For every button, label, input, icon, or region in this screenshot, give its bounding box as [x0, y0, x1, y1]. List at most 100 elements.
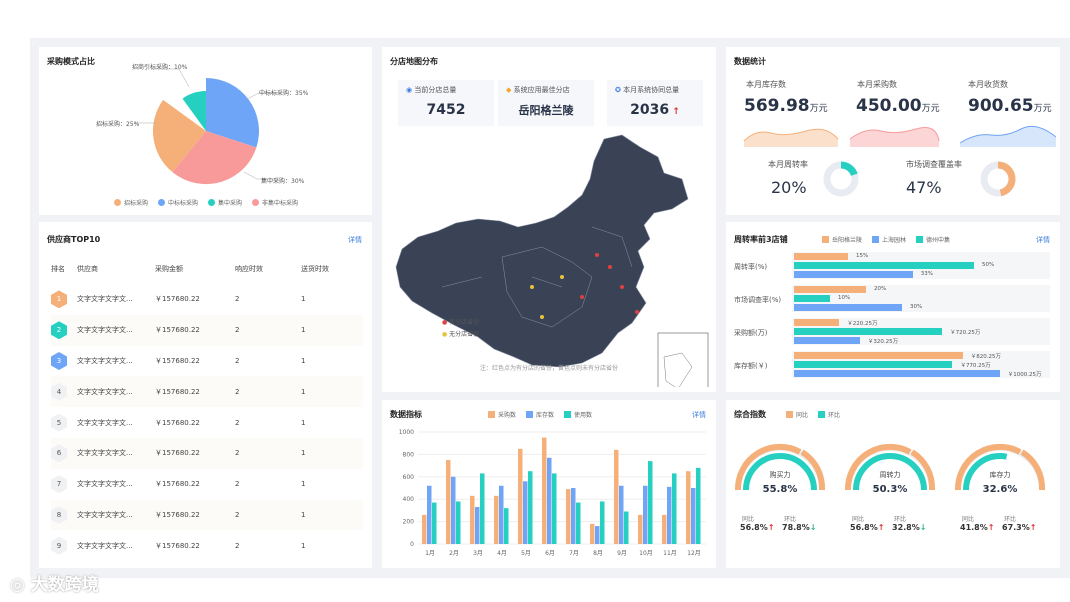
rank-badge: 1	[51, 290, 67, 309]
bar	[470, 495, 475, 544]
pie-label-4: 招标采购：25%	[96, 121, 140, 128]
bar-label: ￥320.25万	[867, 339, 899, 345]
gauge-1: 购买力 55.8% 同比 环比 56.8%↑ 78.8%↓	[730, 428, 830, 564]
legend-item: 岳阳格兰陵	[822, 235, 862, 244]
sparkline-2	[850, 127, 939, 147]
pie-slice-2	[206, 78, 260, 148]
rate-label: 市场调查覆盖率	[906, 160, 962, 169]
top3-chart: 周转率(%) 15% 50% 33% 市场调查率(%) 20% 10% 30% 采购额(万) ￥2…	[726, 222, 1060, 392]
gauge-3: 库存力 32.6% 同比 环比 41.8%↑ 67.3%↑	[950, 428, 1050, 564]
bar	[794, 352, 963, 359]
legend-item: 库存数	[526, 410, 554, 419]
building-icon: ◉	[406, 86, 413, 94]
rank-cell: 5	[51, 407, 77, 438]
table-row[interactable]: 5 文字文字文字文... ￥157680.22 2 1	[51, 407, 363, 438]
x-tick: 4月	[497, 550, 507, 557]
bar-label: ￥720.25万	[950, 330, 981, 336]
table-row[interactable]: 4 文字文字文字文... ￥157680.22 2 1	[51, 376, 363, 408]
stats-title: 数据统计	[734, 57, 766, 66]
map-stat-3: ✪ 本月系统协同总量 2036 ↑	[607, 80, 703, 126]
rank-cell: 9	[51, 530, 77, 561]
bar	[432, 502, 437, 544]
x-tick: 5月	[521, 550, 531, 557]
purchase-amount: ￥157680.22	[155, 356, 200, 365]
table-row[interactable]: 8 文字文字文字文... ￥157680.22 2 1	[51, 499, 363, 531]
rank-badge: 6	[51, 444, 67, 463]
rate-donut-2	[980, 161, 1016, 197]
supplier-name: 文字文字文字文...	[77, 510, 133, 519]
bar	[528, 471, 533, 544]
x-tick: 1月	[425, 550, 435, 557]
table-row[interactable]: 7 文字文字文字文... ￥157680.22 2 1	[51, 469, 363, 500]
pie-slice-1	[182, 90, 206, 131]
qoq-label: 环比	[784, 516, 797, 523]
rate-value: 47%	[906, 178, 942, 197]
y-tick: 200	[403, 519, 415, 526]
rank-badge: 9	[51, 536, 67, 555]
supplier-name: 文字文字文字文...	[77, 295, 133, 304]
supplier-detail-link[interactable]: 详情	[348, 236, 362, 244]
rank-cell: 8	[51, 500, 77, 531]
table-row[interactable]: 1 文字文字文字文... ￥157680.22 2 1	[51, 284, 363, 315]
top3-detail-link[interactable]: 详情	[1036, 236, 1050, 244]
bar	[504, 508, 509, 544]
bar	[794, 286, 866, 293]
top3-panel: 周转率前3店铺 详情 岳阳格兰陵 上海园林 德州中集 周转率(%) 15% 50% 3…	[726, 222, 1060, 392]
pie-panel: 采购模式占比 招商引标采购：10% 中标标采购：35% 集中采购：30% 招标采…	[39, 47, 372, 215]
map-legend-none: ● 无分店省份	[442, 331, 480, 338]
response-time: 2	[235, 387, 240, 396]
delivery-time: 1	[301, 326, 306, 335]
table-row[interactable]: 9 文字文字文字文... ￥157680.22 2 1	[51, 530, 363, 561]
y-tick: 0	[410, 541, 414, 548]
response-time: 2	[235, 356, 240, 365]
arrow-down-icon: ↓	[809, 523, 817, 532]
arrow-up-icon: ↑	[877, 523, 885, 532]
purchase-amount: ￥157680.22	[155, 449, 200, 458]
gauge-label: 周转力	[879, 471, 901, 479]
purchase-amount: ￥157680.22	[155, 510, 200, 519]
x-tick: 2月	[449, 550, 459, 557]
qoq-value: 67.3%↑	[1002, 523, 1037, 532]
sparklines	[743, 125, 1057, 147]
y-tick: 1000	[399, 429, 414, 436]
response-time: 2	[235, 449, 240, 458]
yoy-label: 同比	[962, 516, 975, 523]
bar	[638, 514, 643, 544]
supplier-name: 文字文字文字文...	[77, 449, 133, 458]
purchase-amount: ￥157680.22	[155, 541, 200, 550]
bar	[794, 370, 1000, 377]
stat-label: 本月收货数	[968, 80, 1008, 89]
purchase-amount: ￥157680.22	[155, 480, 200, 489]
table-row[interactable]: 3 文字文字文字文... ￥157680.22 2 1	[51, 346, 363, 377]
bar	[794, 253, 848, 260]
bar	[542, 437, 547, 544]
rank-cell: 1	[51, 284, 77, 315]
china-map[interactable]	[382, 127, 716, 387]
metrics-detail-link[interactable]: 详情	[692, 411, 706, 419]
bar	[547, 457, 552, 544]
rank-cell: 4	[51, 376, 77, 407]
qoq-value: 32.8%↓	[892, 523, 927, 532]
delivery-time: 1	[301, 295, 306, 304]
gauge-arc	[954, 443, 1046, 491]
col-response: 响应时效	[235, 265, 263, 273]
gauge-2: 周转力 50.3% 同比 环比 56.8%↑ 32.8%↓	[840, 428, 940, 564]
x-tick: 10月	[639, 550, 653, 557]
supplier-name: 文字文字文字文...	[77, 480, 133, 489]
table-row[interactable]: 2 文字文字文字文... ￥157680.22 2 1	[51, 314, 363, 346]
gauge-arc	[734, 443, 826, 491]
top3-title: 周转率前3店铺	[734, 235, 788, 244]
bar	[794, 337, 860, 344]
gauge-value: 50.3%	[872, 484, 908, 495]
col-rank: 排名	[51, 265, 65, 273]
bar	[576, 502, 581, 544]
bar	[595, 526, 600, 544]
pie-title: 采购模式占比	[47, 57, 95, 66]
x-tick: 3月	[473, 550, 483, 557]
x-tick: 11月	[663, 550, 677, 557]
table-row[interactable]: 6 文字文字文字文... ￥157680.22 2 1	[51, 437, 363, 469]
metrics-title: 数据指标	[390, 410, 422, 419]
bar	[624, 511, 629, 544]
delivery-time: 1	[301, 510, 306, 519]
composite-title: 综合指数	[734, 410, 766, 419]
